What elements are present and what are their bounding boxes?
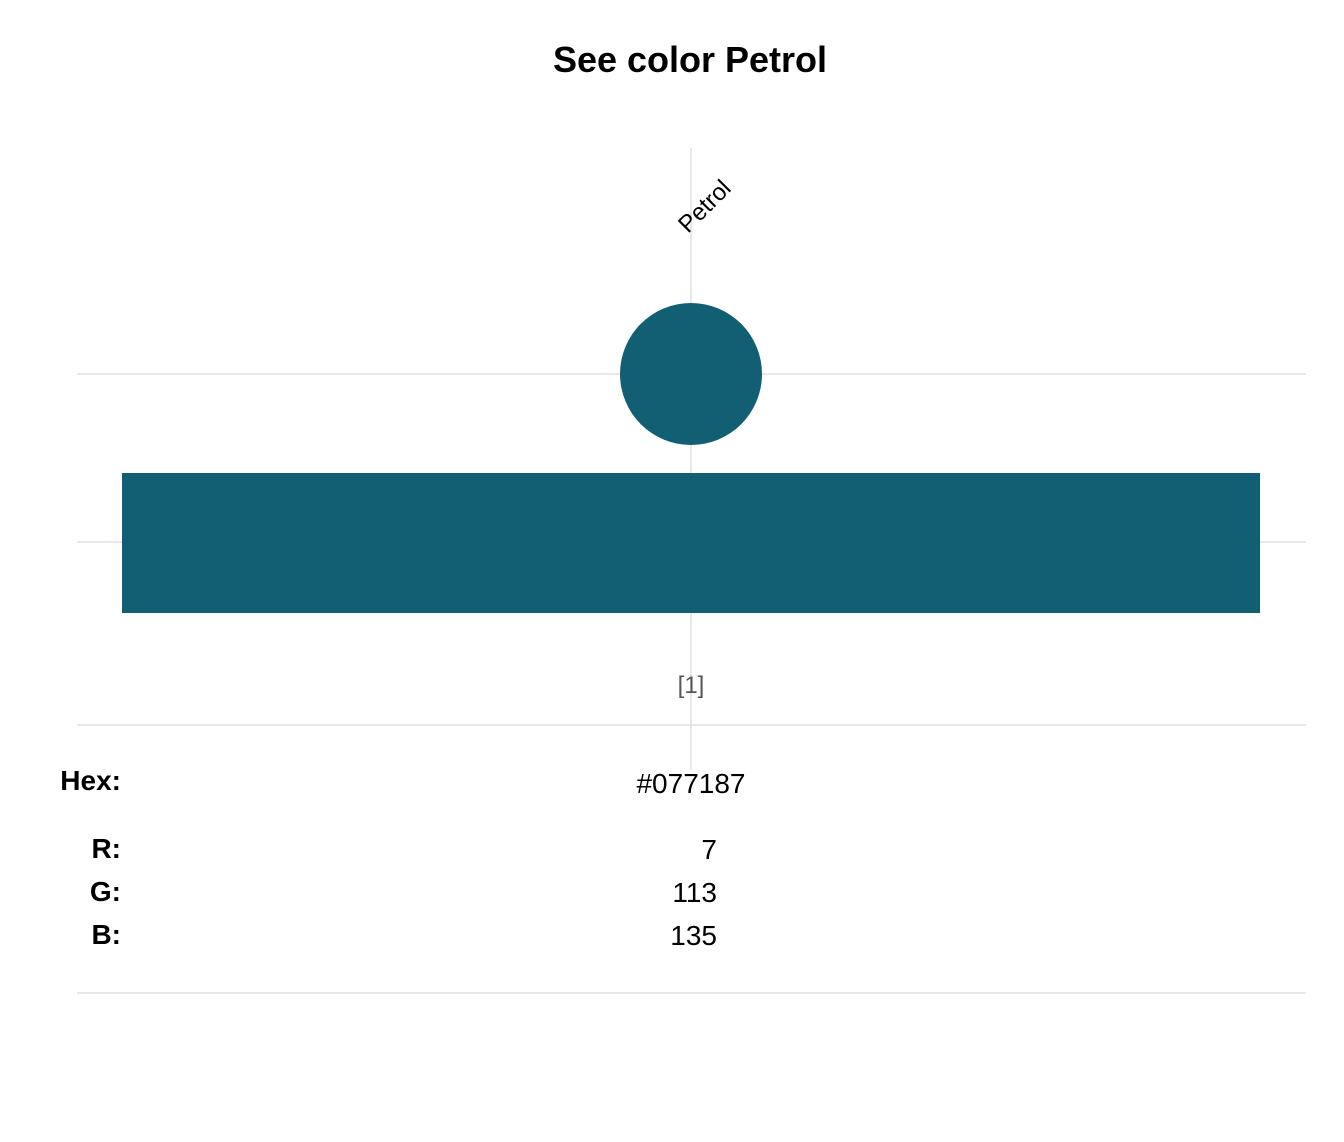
hex-row-label: Hex: (60, 765, 121, 796)
g-row-label: G: (90, 876, 121, 907)
color-swatch-bar (122, 473, 1260, 613)
r-row-label: R: (91, 833, 121, 864)
b-value: 135 (670, 920, 717, 951)
hex-value: #077187 (636, 768, 745, 799)
swatch-index-label: [1] (678, 672, 705, 699)
color-swatch-circle (620, 303, 762, 445)
swatch-name-label: Petrol (673, 175, 736, 238)
r-value: 7 (701, 834, 717, 865)
b-row-label: B: (91, 919, 121, 950)
chart-title: See color Petrol (553, 39, 827, 80)
g-value: 113 (672, 877, 717, 908)
